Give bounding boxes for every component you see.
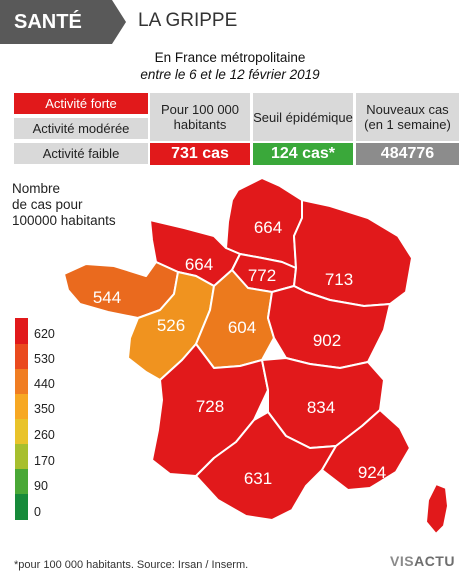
- footnote: *pour 100 000 habitants. Source: Irsan /…: [14, 559, 249, 571]
- color-scale-bar: [15, 318, 28, 520]
- topic-title: LA GRIPPE: [138, 10, 238, 31]
- value-grand-est: 713: [325, 270, 353, 289]
- subtitle-line2: entre le 6 et le 12 février 2019: [140, 67, 320, 82]
- scale-label: 260: [34, 428, 55, 442]
- stat-label-new-cases: Nouveaux cas (en 1 semaine): [356, 93, 459, 141]
- value-normandie: 664: [185, 255, 213, 274]
- scale-label: 440: [34, 377, 55, 391]
- logo-vis: VIS: [390, 553, 415, 569]
- scale-swatch: [15, 318, 28, 344]
- header: SANTÉ LA GRIPPE: [0, 0, 474, 44]
- scale-label: 90: [34, 479, 48, 493]
- scale-title-line: de cas pour: [12, 197, 83, 212]
- stat-value-new-cases: 484776: [356, 143, 459, 165]
- stat-value-rate: 731 cas: [150, 143, 250, 165]
- scale-title-line: Nombre: [12, 181, 61, 196]
- visactu-logo: VISACTU: [390, 553, 455, 569]
- activity-moderee: Activité modérée: [14, 118, 148, 139]
- value-bretagne: 544: [93, 288, 121, 307]
- france-map: 664 664 772 713 544 526 604 902 728 834 …: [63, 177, 449, 535]
- value-auvergne-rhone-alpes: 834: [307, 398, 335, 417]
- scale-swatch: [15, 469, 28, 494]
- scale-label: 530: [34, 352, 55, 366]
- scale-title: Nombre de cas pour 100000 habitants: [12, 181, 116, 229]
- value-nouvelle-aquitaine: 728: [196, 397, 224, 416]
- scale-label: 170: [34, 454, 55, 468]
- scale-label: 350: [34, 402, 55, 416]
- scale-swatch: [15, 494, 28, 520]
- value-pays-de-la-loire: 526: [157, 316, 185, 335]
- section-badge: SANTÉ: [0, 0, 112, 44]
- value-ile-de-france: 772: [248, 266, 276, 285]
- scale-label: 0: [34, 505, 41, 519]
- subtitle-line1: En France métropolitaine: [154, 50, 306, 65]
- scale-swatch: [15, 344, 28, 369]
- value-occitanie: 631: [244, 469, 272, 488]
- subtitle: En France métropolitaine entre le 6 et l…: [130, 49, 330, 83]
- value-paca: 924: [358, 463, 386, 482]
- scale-title-line: 100000 habitants: [12, 213, 116, 228]
- region-grand-est: [293, 199, 413, 307]
- value-centre-val-de-loire: 604: [228, 318, 256, 337]
- stat-value-threshold: 124 cas*: [253, 143, 353, 165]
- logo-actu: ACTU: [414, 553, 455, 569]
- region-paca: [321, 409, 411, 491]
- value-hauts-de-france: 664: [254, 218, 282, 237]
- section-badge-arrow: [112, 0, 126, 44]
- scale-swatch: [15, 369, 28, 394]
- activity-forte: Activité forte: [14, 93, 148, 114]
- stat-label-threshold: Seuil épidémique: [253, 93, 353, 141]
- stat-label-rate: Pour 100 000 habitants: [150, 93, 250, 141]
- scale-swatch: [15, 419, 28, 444]
- region-corse: [425, 483, 449, 535]
- activity-faible: Activité faible: [14, 143, 148, 164]
- scale-label: 620: [34, 327, 55, 341]
- scale-swatch: [15, 394, 28, 419]
- region-bourgogne-franche-comte: [267, 285, 391, 369]
- value-bourgogne-franche-comte: 902: [313, 331, 341, 350]
- scale-swatch: [15, 444, 28, 469]
- region-centre-val-de-loire: [195, 269, 275, 369]
